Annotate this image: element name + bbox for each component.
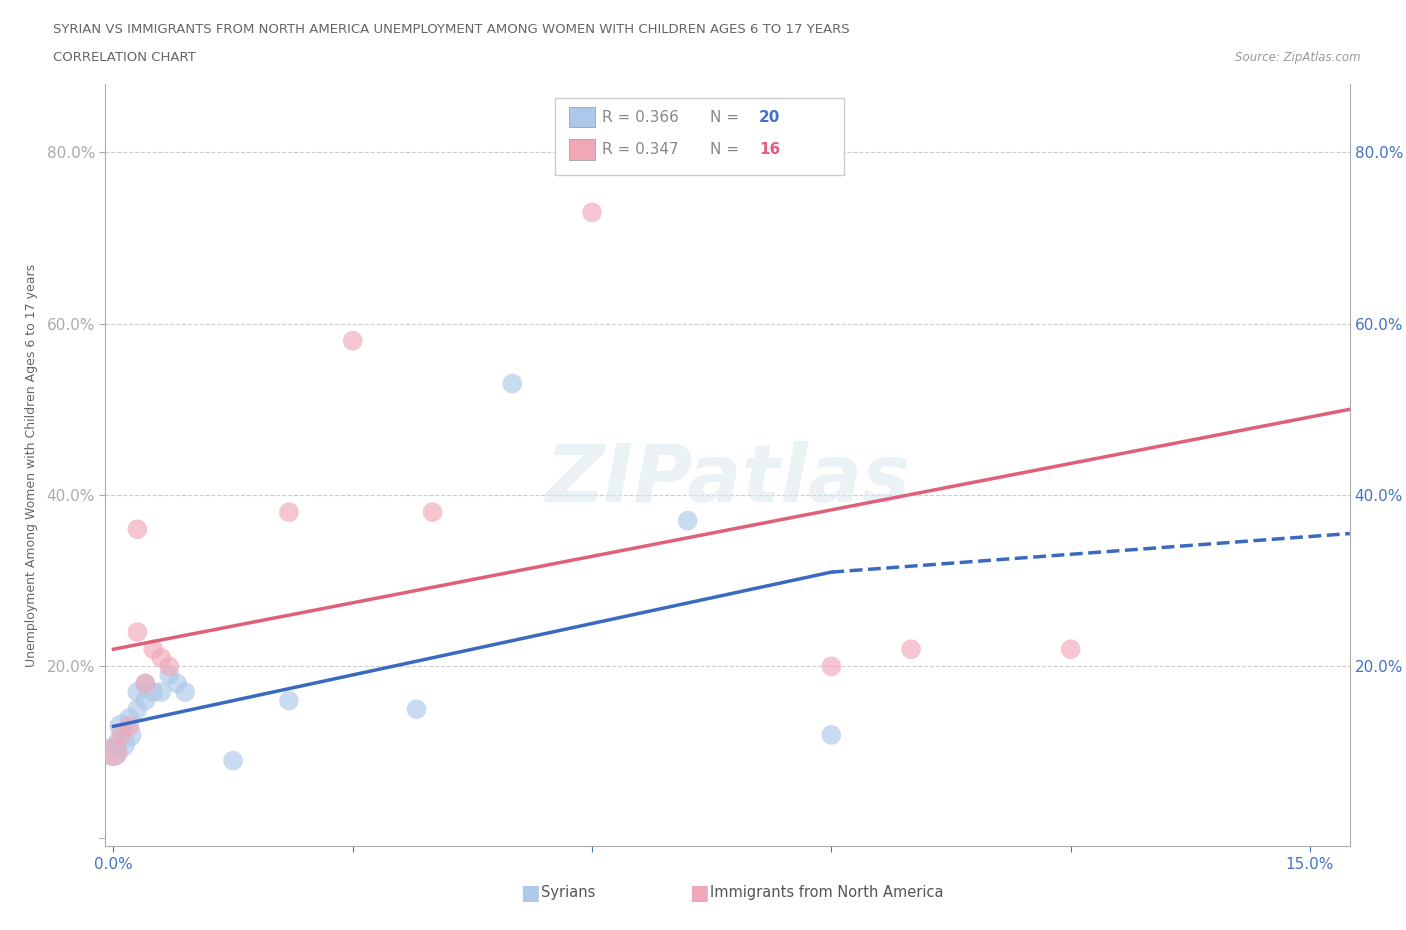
- Point: [501, 376, 523, 391]
- Text: N =: N =: [710, 142, 740, 157]
- Text: ■: ■: [689, 883, 709, 903]
- Text: 20: 20: [759, 110, 780, 125]
- Point: [134, 676, 156, 691]
- Point: [342, 333, 364, 348]
- Point: [103, 745, 125, 760]
- Text: R = 0.347: R = 0.347: [602, 142, 678, 157]
- Point: [900, 642, 922, 657]
- Point: [405, 702, 427, 717]
- Point: [127, 522, 149, 537]
- Text: ■: ■: [520, 883, 540, 903]
- Text: Source: ZipAtlas.com: Source: ZipAtlas.com: [1236, 51, 1361, 64]
- Text: ZIPatlas: ZIPatlas: [546, 441, 910, 519]
- Point: [103, 745, 125, 760]
- Text: 16: 16: [759, 142, 780, 157]
- Point: [820, 659, 842, 674]
- Point: [1059, 642, 1081, 657]
- Text: Syrians: Syrians: [541, 885, 596, 900]
- Point: [174, 684, 197, 699]
- Text: N =: N =: [710, 110, 740, 125]
- Point: [110, 719, 132, 734]
- Point: [127, 702, 149, 717]
- Text: CORRELATION CHART: CORRELATION CHART: [53, 51, 197, 64]
- Text: R = 0.366: R = 0.366: [602, 110, 679, 125]
- Point: [127, 625, 149, 640]
- Point: [142, 684, 165, 699]
- Point: [157, 659, 180, 674]
- Point: [277, 693, 299, 708]
- Point: [150, 650, 173, 665]
- Point: [676, 513, 699, 528]
- Point: [110, 736, 132, 751]
- Point: [277, 505, 299, 520]
- Text: Immigrants from North America: Immigrants from North America: [710, 885, 943, 900]
- Point: [127, 684, 149, 699]
- Point: [581, 205, 603, 219]
- Point: [118, 727, 141, 742]
- Point: [422, 505, 444, 520]
- Point: [222, 753, 245, 768]
- Point: [142, 642, 165, 657]
- Point: [134, 676, 156, 691]
- Point: [157, 668, 180, 683]
- Point: [820, 727, 842, 742]
- Point: [110, 727, 132, 742]
- Text: SYRIAN VS IMMIGRANTS FROM NORTH AMERICA UNEMPLOYMENT AMONG WOMEN WITH CHILDREN A: SYRIAN VS IMMIGRANTS FROM NORTH AMERICA …: [53, 23, 851, 36]
- Point: [150, 684, 173, 699]
- Point: [134, 693, 156, 708]
- Point: [166, 676, 188, 691]
- Y-axis label: Unemployment Among Women with Children Ages 6 to 17 years: Unemployment Among Women with Children A…: [25, 263, 38, 667]
- Point: [118, 711, 141, 725]
- Point: [118, 719, 141, 734]
